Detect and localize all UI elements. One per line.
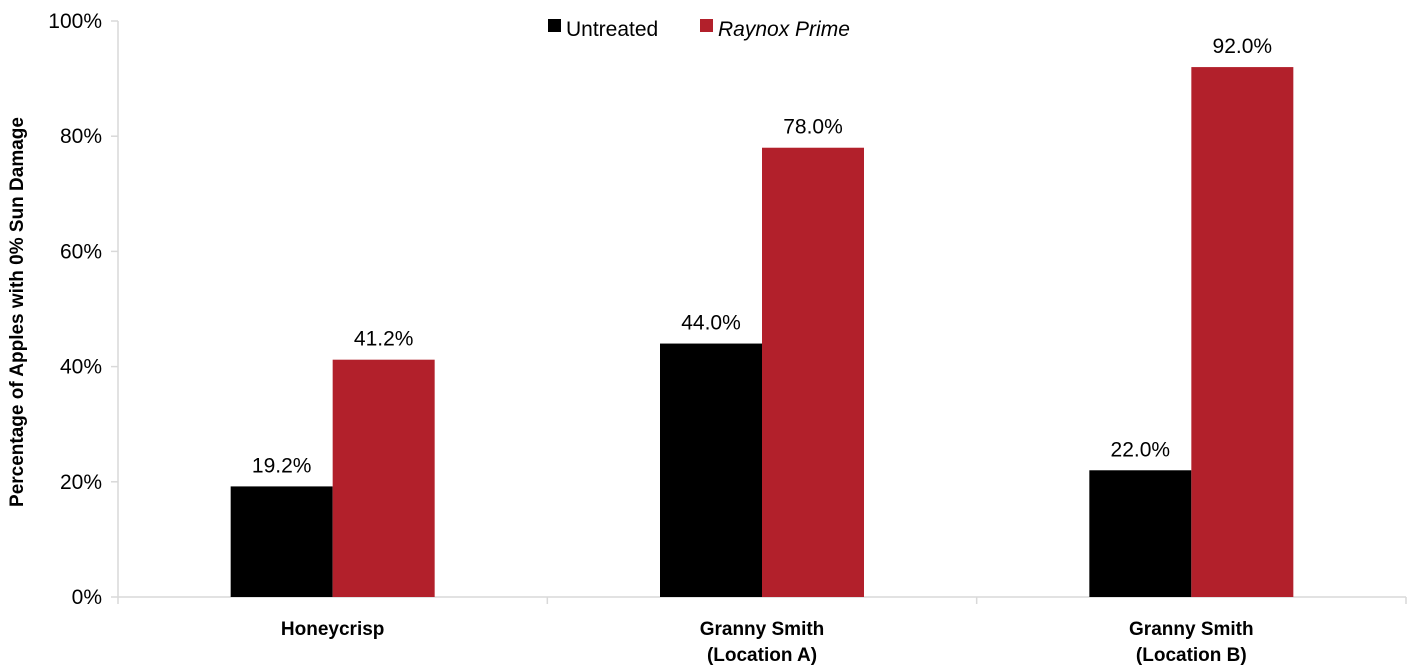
category-label: Granny Smith (700, 619, 825, 640)
data-label: 41.2% (354, 328, 414, 351)
bars (230, 67, 1294, 597)
y-axis: 0% 20% 40% 60% 80% 100% (48, 10, 119, 609)
bar-raynox-prime (1191, 67, 1294, 597)
y-axis-title-group: Percentage of Apples with 0% Sun Damage (7, 117, 28, 507)
legend-label: Raynox Prime (718, 18, 850, 41)
y-tick-label: 100% (48, 10, 102, 33)
legend: Untreated Raynox Prime (548, 18, 850, 41)
bar-raynox-prime (332, 359, 435, 597)
legend-swatch-raynox-prime (700, 19, 713, 32)
bar-untreated (660, 343, 762, 597)
bar-untreated (1089, 470, 1192, 597)
bar-untreated (230, 486, 333, 597)
data-label: 92.0% (1213, 35, 1273, 58)
data-labels: 19.2% 41.2% 44.0% 78.0% 22.0% 92.0% (252, 35, 1272, 477)
bar-raynox-prime (762, 147, 864, 597)
category-label: Granny Smith (1129, 619, 1254, 640)
y-tick-label: 60% (60, 240, 102, 263)
data-label: 19.2% (252, 454, 312, 477)
y-tick-label: 80% (60, 125, 102, 148)
legend-swatch-untreated (548, 19, 561, 32)
data-label: 22.0% (1111, 438, 1171, 461)
category-label: (Location A) (707, 645, 817, 666)
legend-label: Untreated (566, 18, 658, 41)
data-label: 78.0% (783, 116, 843, 139)
y-tick-label: 40% (60, 356, 102, 379)
y-tick-label: 0% (72, 586, 102, 609)
y-axis-title: Percentage of Apples with 0% Sun Damage (7, 117, 28, 507)
category-labels: Honeycrisp Granny Smith (Location A) Granny… (281, 619, 1254, 666)
x-axis (117, 596, 1407, 604)
category-label: (Location B) (1136, 645, 1247, 666)
category-label: Honeycrisp (281, 619, 384, 640)
data-label: 44.0% (681, 312, 741, 335)
y-tick-label: 20% (60, 471, 102, 494)
